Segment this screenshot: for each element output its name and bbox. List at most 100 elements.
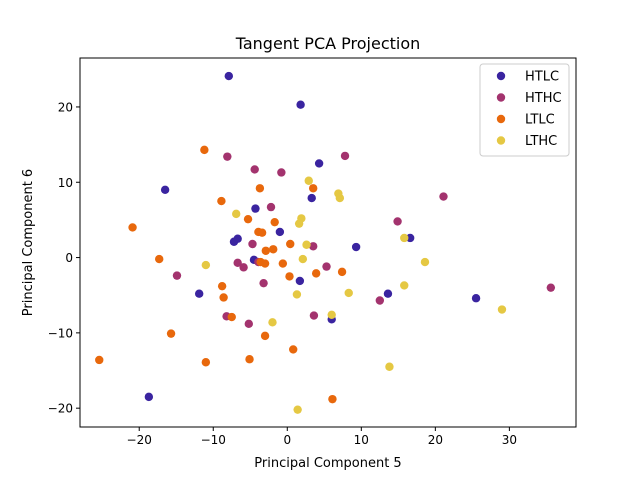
legend-label-hthc: HTHC: [525, 91, 562, 106]
point-htlc-8: [275, 227, 285, 237]
plot-frame: [79, 57, 577, 428]
x-axis-label: Principal Component 5: [254, 456, 401, 471]
point-lthc-9: [298, 254, 308, 264]
point-lthc-0: [304, 176, 313, 185]
y-tick-label-3: 10: [58, 176, 73, 190]
point-lthc-8: [201, 260, 211, 270]
x-tick-label-4: 20: [428, 433, 443, 447]
point-ltlc-22: [227, 312, 236, 322]
chart-title: Tangent PCA Projection: [235, 34, 421, 53]
point-hthc-3: [277, 168, 286, 177]
point-htlc-14: [471, 294, 481, 303]
point-ltlc-15: [278, 259, 288, 268]
point-lthc-13: [292, 290, 302, 299]
point-ltlc-17: [311, 269, 321, 278]
point-htlc-3: [160, 185, 170, 194]
point-hthc-8: [308, 242, 318, 251]
point-lthc-5: [294, 219, 304, 228]
point-ltlc-20: [219, 293, 228, 302]
point-htlc-7: [229, 237, 239, 246]
point-hthc-12: [322, 262, 331, 271]
point-hthc-6: [393, 217, 402, 226]
point-hthc-4: [439, 192, 448, 201]
legend-label-lthc: LTHC: [525, 134, 557, 149]
point-ltlc-11: [286, 239, 295, 249]
y-tick-label-1: −10: [48, 326, 73, 340]
point-ltlc-16: [285, 272, 294, 281]
point-htlc-5: [251, 204, 260, 213]
point-htlc-2: [314, 159, 324, 168]
point-hthc-2: [250, 165, 259, 174]
point-ltlc-24: [289, 345, 298, 354]
legend-marker-ltlc: [496, 114, 506, 124]
y-tick-label-4: 20: [58, 100, 73, 114]
point-hthc-13: [172, 271, 182, 280]
point-ltlc-23: [260, 331, 270, 341]
point-ltlc-21: [166, 329, 176, 338]
point-hthc-1: [340, 151, 350, 161]
point-ltlc-27: [245, 355, 254, 364]
point-ltlc-0: [200, 145, 209, 155]
point-ltlc-19: [217, 281, 227, 291]
point-lthc-3: [232, 209, 241, 219]
point-htlc-12: [295, 276, 305, 286]
x-tick-label-3: 10: [354, 433, 369, 447]
point-ltlc-1: [255, 184, 265, 193]
point-lthc-12: [400, 281, 409, 290]
x-tick-label-1: −10: [201, 433, 226, 447]
legend-label-ltlc: LTLC: [525, 113, 555, 128]
point-hthc-16: [375, 296, 385, 305]
points-layer: [95, 71, 556, 414]
point-ltlc-5: [270, 217, 279, 227]
x-tick-label-0: −20: [127, 433, 152, 447]
point-htlc-4: [307, 193, 316, 203]
point-htlc-13: [383, 289, 393, 298]
point-lthc-15: [268, 318, 277, 327]
point-hthc-14: [259, 278, 268, 288]
point-ltlc-3: [217, 196, 226, 206]
legend-frame: [479, 63, 570, 157]
point-hthc-18: [244, 319, 253, 329]
point-lthc-10: [420, 257, 430, 267]
point-lthc-14: [327, 310, 336, 319]
point-ltlc-2: [308, 184, 318, 193]
point-lthc-17: [385, 362, 394, 371]
point-htlc-10: [405, 233, 415, 243]
point-hthc-9: [233, 258, 242, 268]
legend-marker-htlc: [496, 71, 506, 81]
point-hthc-10: [239, 263, 248, 272]
point-ltlc-26: [201, 358, 211, 367]
y-tick-label-0: −20: [48, 402, 73, 416]
legend-marker-hthc: [496, 93, 506, 102]
point-hthc-15: [546, 283, 556, 292]
point-lthc-18: [293, 405, 302, 414]
point-ltlc-25: [95, 355, 104, 365]
point-lthc-11: [344, 288, 353, 298]
point-hthc-7: [248, 239, 257, 249]
point-htlc-17: [144, 392, 154, 402]
y-axis-label: Principal Component 6: [21, 169, 36, 316]
point-ltlc-18: [337, 267, 347, 277]
point-ltlc-10: [269, 245, 278, 254]
y-tick-label-2: 0: [65, 251, 73, 265]
x-axis-ticks: −20 −10 0 10 20 30: [127, 427, 517, 447]
point-hthc-0: [223, 152, 232, 161]
x-tick-label-2: 0: [283, 433, 291, 447]
point-ltlc-14: [260, 259, 270, 268]
point-lthc-7: [400, 233, 409, 243]
point-htlc-1: [296, 100, 305, 109]
point-htlc-9: [351, 242, 361, 252]
point-ltlc-28: [328, 394, 337, 404]
point-ltlc-12: [155, 254, 164, 264]
point-hthc-17: [309, 311, 319, 320]
point-htlc-15: [194, 289, 204, 298]
legend: HTLC HTHC LTLC LTHC: [479, 63, 570, 157]
point-ltlc-4: [243, 214, 253, 224]
point-htlc-0: [224, 71, 233, 81]
legend-label-htlc: HTLC: [525, 70, 559, 85]
point-ltlc-9: [261, 246, 271, 255]
point-ltlc-6: [128, 223, 137, 232]
point-hthc-5: [266, 202, 276, 212]
y-axis-ticks: −20 −10 0 10 20: [48, 100, 80, 416]
